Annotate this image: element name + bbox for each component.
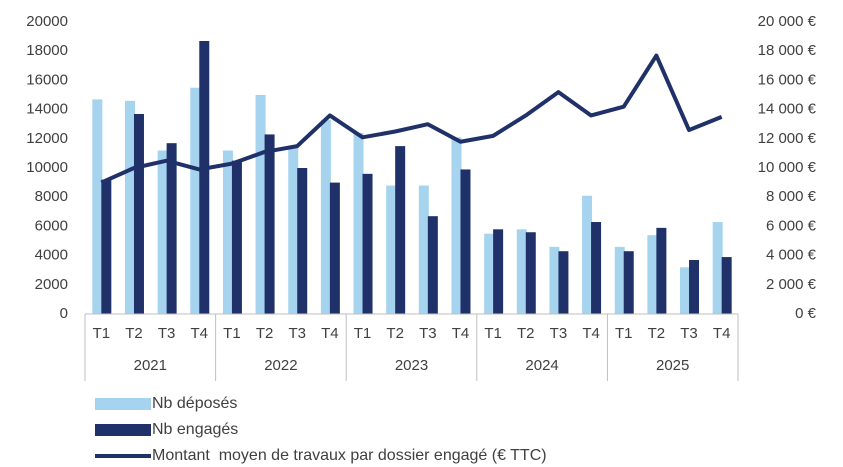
bar (656, 227, 667, 314)
bar (297, 168, 308, 314)
bar (166, 143, 177, 314)
y-tick-label: 10000 (26, 159, 68, 176)
y-tick-label: 14000 (26, 101, 68, 118)
bar (386, 185, 397, 314)
x-tick-label: T1 (615, 325, 633, 342)
y-tick-label: 6000 (35, 217, 68, 234)
x-tick-label: T4 (452, 325, 470, 342)
group-label: 2023 (395, 357, 428, 374)
x-tick-label: T4 (191, 325, 209, 342)
y-tick-label: 12000 (26, 130, 68, 147)
bar (264, 134, 275, 314)
group-label: 2025 (656, 357, 689, 374)
bar (255, 95, 266, 314)
bar (418, 185, 429, 314)
y2-tick-label: 14 000 € (758, 101, 817, 118)
y-tick-label: 16000 (26, 71, 68, 88)
y2-tick-label: 20 000 € (758, 13, 817, 30)
bar (353, 132, 364, 314)
y-tick-label: 4000 (35, 247, 68, 264)
bar (329, 182, 340, 314)
bar (558, 251, 569, 314)
x-tick-label: T4 (582, 325, 600, 342)
y2-tick-label: 16 000 € (758, 71, 817, 88)
bar (525, 232, 536, 314)
bar (231, 160, 242, 314)
bar (101, 179, 112, 314)
bar (689, 259, 700, 314)
y2-tick-label: 10 000 € (758, 159, 817, 176)
bar (395, 146, 406, 314)
bar (92, 99, 103, 314)
bar (157, 150, 168, 314)
bar (222, 150, 233, 314)
y2-tick-label: 2 000 € (766, 276, 817, 293)
x-tick-label: T4 (713, 325, 731, 342)
bar (721, 257, 732, 314)
bar (288, 146, 299, 314)
group-label: 2022 (264, 357, 297, 374)
y-tick-label: 20000 (26, 13, 68, 30)
x-tick-label: T3 (158, 325, 176, 342)
x-tick-label: T3 (550, 325, 568, 342)
bar (591, 222, 602, 314)
x-tick-label: T4 (321, 325, 339, 342)
legend-swatch (95, 398, 151, 410)
bar (516, 229, 527, 314)
bar (623, 251, 634, 314)
bar (647, 235, 658, 314)
x-tick-label: T2 (125, 325, 143, 342)
x-tick-label: T3 (288, 325, 306, 342)
bar (680, 267, 691, 314)
x-tick-label: T2 (386, 325, 404, 342)
y2-tick-label: 8 000 € (766, 188, 817, 205)
y2-tick-label: 0 € (795, 305, 817, 322)
x-tick-label: T2 (517, 325, 535, 342)
bar (451, 137, 462, 314)
bar (124, 100, 135, 314)
legend-label: Nb engagés (152, 421, 238, 438)
y2-tick-label: 4 000 € (766, 247, 817, 264)
legend-swatch (95, 424, 151, 436)
line (100, 53, 723, 185)
bar (199, 40, 210, 314)
bar (133, 113, 144, 314)
x-tick-label: T2 (256, 325, 274, 342)
x-tick-label: T2 (648, 325, 666, 342)
x-tick-label: T1 (93, 325, 111, 342)
bar (427, 216, 438, 314)
bar (712, 222, 723, 314)
legend-label: Nb déposés (152, 395, 237, 412)
bar (484, 233, 495, 314)
bar (582, 195, 593, 314)
y2-tick-label: 6 000 € (766, 217, 817, 234)
group-label: 2021 (134, 357, 167, 374)
bar (320, 119, 331, 314)
bar (190, 87, 201, 314)
x-tick-label: T3 (680, 325, 698, 342)
y-tick-label: 2000 (35, 276, 68, 293)
bar (549, 246, 560, 314)
bar (493, 229, 504, 314)
legend-label: Montant moyen de travaux par dossier eng… (152, 447, 547, 464)
x-tick-label: T3 (419, 325, 437, 342)
x-tick-label: T1 (354, 325, 372, 342)
y2-tick-label: 12 000 € (758, 130, 817, 147)
bar (362, 173, 373, 314)
y-tick-label: 0 (60, 305, 68, 322)
x-tick-label: T1 (484, 325, 502, 342)
bar (614, 246, 625, 314)
group-label: 2024 (525, 357, 558, 374)
y-tick-label: 8000 (35, 188, 68, 205)
y-tick-label: 18000 (26, 42, 68, 59)
bar (460, 169, 471, 314)
y2-tick-label: 18 000 € (758, 42, 817, 59)
x-tick-label: T1 (223, 325, 241, 342)
